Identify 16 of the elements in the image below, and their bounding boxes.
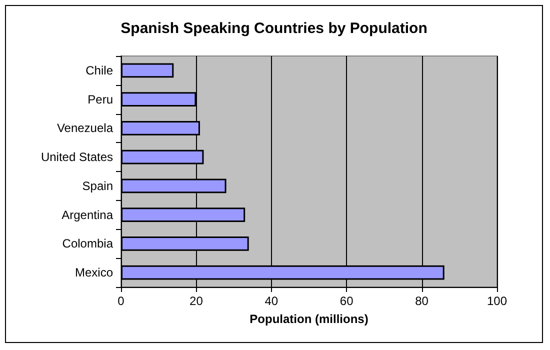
y-tick-label: Argentina — [62, 208, 114, 222]
x-tick-label: 100 — [486, 294, 508, 308]
y-tick-label: Chile — [86, 63, 114, 78]
chart-title: Spanish Speaking Countries by Population — [120, 20, 428, 37]
y-tick-label: Spain — [82, 178, 113, 193]
x-tick-label: 40 — [264, 294, 278, 308]
x-tick-label: 60 — [340, 294, 354, 308]
y-tick-label: Venezuela — [56, 121, 114, 136]
y-tick-label: Peru — [88, 92, 113, 106]
y-tick-label: United States — [40, 150, 113, 164]
y-tick-label: Colombia — [62, 236, 114, 251]
x-tick-label: 20 — [190, 294, 204, 308]
x-axis-title: Population (millions) — [250, 312, 368, 326]
x-tick-label: 80 — [415, 294, 429, 308]
x-tick-label: 0 — [118, 294, 125, 308]
y-tick-label: Mexico — [74, 266, 114, 280]
